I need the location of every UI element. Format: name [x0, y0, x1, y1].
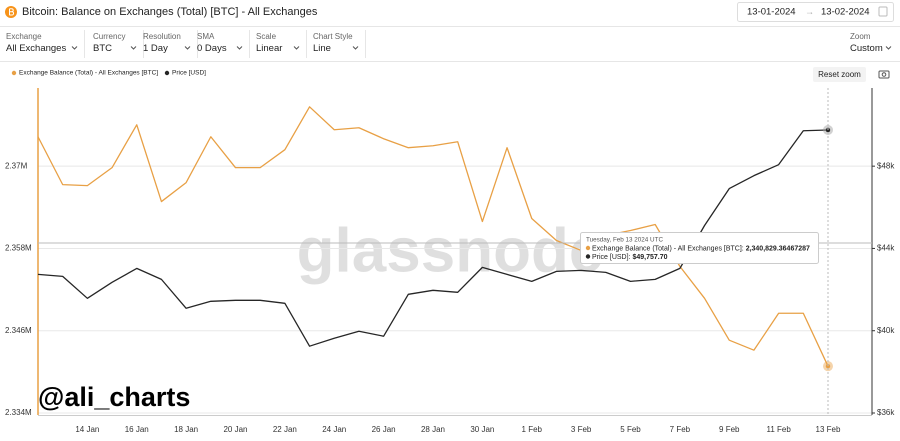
- x-tick-label: 13 Feb: [816, 425, 841, 434]
- tooltip: [580, 232, 819, 264]
- signature: @ali_charts: [38, 382, 190, 412]
- legend-swatch: [11, 70, 17, 76]
- dropdown-chevron: [885, 46, 892, 50]
- control-value[interactable]: Linear: [256, 43, 282, 54]
- control-value[interactable]: Custom: [850, 43, 883, 54]
- y-tick-label: 2.37M: [5, 161, 28, 170]
- reset-zoom-button[interactable]: [813, 67, 866, 82]
- dropdown-chevron: [352, 46, 359, 50]
- y2-tick-label: $36k: [877, 408, 895, 417]
- y2-tick-label: $48k: [877, 161, 895, 170]
- control-label: Chart Style: [313, 32, 353, 41]
- calendar-icon[interactable]: [878, 6, 888, 17]
- control-label: Currency: [93, 32, 125, 41]
- control-value[interactable]: Line: [313, 43, 331, 54]
- dropdown-chevron: [71, 46, 78, 50]
- reset-zoom-label[interactable]: Reset zoom: [818, 70, 861, 79]
- y-tick-label: 2.358M: [5, 244, 32, 253]
- tooltip-value: $49,757.70: [632, 254, 667, 261]
- x-tick-label: 26 Jan: [372, 425, 396, 434]
- control-value[interactable]: BTC: [93, 43, 112, 54]
- control-value[interactable]: All Exchanges: [6, 43, 66, 54]
- x-tick-label: 24 Jan: [322, 425, 346, 434]
- y2-tick-label: $44k: [877, 244, 895, 253]
- series-line: [37, 106, 829, 367]
- tooltip-row: Exchange Balance (Total) - All Exchanges…: [592, 245, 810, 252]
- hover-point: [825, 127, 831, 133]
- date-range[interactable]: [737, 2, 894, 22]
- control-label: Zoom: [850, 32, 871, 41]
- date-separator: →: [805, 6, 814, 16]
- x-tick-label: 28 Jan: [421, 425, 445, 434]
- tooltip-row: Price [USD]: $49,757.70: [592, 254, 668, 261]
- control-label: Exchange: [6, 32, 42, 41]
- dropdown-chevron: [293, 46, 300, 50]
- x-tick-label: 5 Feb: [620, 425, 641, 434]
- x-tick-label: 22 Jan: [273, 425, 297, 434]
- legend-label[interactable]: Price [USD]: [172, 70, 206, 77]
- tooltip-value: 2,340,829.36467287: [746, 245, 810, 252]
- y-tick-label: 2.346M: [5, 326, 32, 335]
- dropdown-chevron: [184, 46, 191, 50]
- bitcoin-glyph: [9, 8, 15, 16]
- tooltip-date: Tuesday, Feb 13 2024 UTC: [586, 237, 663, 244]
- camera-icon[interactable]: [878, 70, 890, 79]
- dropdown-chevron: [130, 46, 137, 50]
- dropdown-chevron: [236, 46, 243, 50]
- control-label: Resolution: [143, 32, 181, 41]
- watermark: glassnode: [297, 216, 604, 285]
- camera-lens: [881, 72, 887, 77]
- hover-point: [825, 363, 831, 369]
- legend-swatch: [164, 70, 170, 76]
- y2-tick-label: $40k: [877, 326, 895, 335]
- x-tick-label: 11 Feb: [766, 425, 791, 434]
- x-tick-label: 20 Jan: [223, 425, 247, 434]
- tooltip-label: Exchange Balance (Total) - All Exchanges…: [592, 245, 746, 252]
- tooltip-swatch: [585, 245, 591, 251]
- x-tick-label: 9 Feb: [719, 425, 740, 434]
- tooltip-label: Price [USD]:: [592, 254, 632, 261]
- control-value[interactable]: 1 Day: [143, 43, 168, 54]
- date-to[interactable]: 13-02-2024: [821, 7, 870, 18]
- x-tick-label: 16 Jan: [125, 425, 149, 434]
- tooltip-swatch: [585, 254, 591, 259]
- control-value[interactable]: 0 Days: [197, 43, 227, 54]
- title: Bitcoin: Balance on Exchanges (Total) [B…: [22, 6, 318, 18]
- x-tick-label: 14 Jan: [75, 425, 99, 434]
- legend-label[interactable]: Exchange Balance (Total) - All Exchanges…: [19, 70, 158, 77]
- control-label: Scale: [256, 32, 277, 41]
- x-tick-label: 18 Jan: [174, 425, 198, 434]
- x-tick-label: 30 Jan: [470, 425, 494, 434]
- control-label: SMA: [197, 32, 215, 41]
- x-tick-label: 3 Feb: [571, 425, 592, 434]
- date-from[interactable]: 13-01-2024: [747, 7, 796, 18]
- x-tick-label: 1 Feb: [522, 425, 543, 434]
- y-tick-label: 2.334M: [5, 408, 32, 417]
- x-tick-label: 7 Feb: [670, 425, 691, 434]
